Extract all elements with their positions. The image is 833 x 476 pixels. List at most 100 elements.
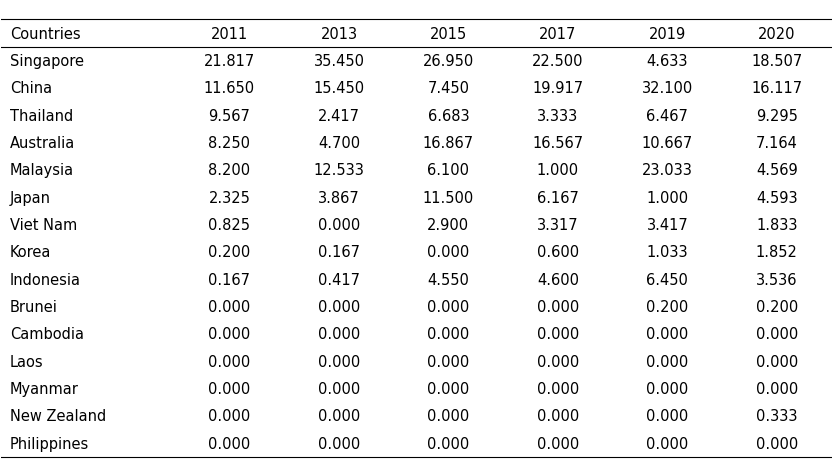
- Text: 0.000: 0.000: [318, 218, 360, 232]
- Text: 0.000: 0.000: [427, 245, 470, 260]
- Text: 0.000: 0.000: [318, 436, 360, 451]
- Text: 3.333: 3.333: [537, 109, 579, 123]
- Text: 22.500: 22.500: [532, 54, 584, 69]
- Text: 0.000: 0.000: [536, 381, 579, 396]
- Text: 6.167: 6.167: [537, 190, 579, 205]
- Text: 0.000: 0.000: [536, 436, 579, 451]
- Text: Countries: Countries: [10, 27, 80, 41]
- Text: 3.317: 3.317: [537, 218, 579, 232]
- Text: Indonesia: Indonesia: [10, 272, 81, 287]
- Text: Laos: Laos: [10, 354, 43, 369]
- Text: 0.200: 0.200: [208, 245, 251, 260]
- Text: 3.536: 3.536: [756, 272, 798, 287]
- Text: 1.000: 1.000: [646, 190, 688, 205]
- Text: 4.633: 4.633: [646, 54, 688, 69]
- Text: 23.033: 23.033: [642, 163, 693, 178]
- Text: Malaysia: Malaysia: [10, 163, 74, 178]
- Text: Singapore: Singapore: [10, 54, 83, 69]
- Text: 0.000: 0.000: [646, 408, 689, 424]
- Text: 0.000: 0.000: [646, 436, 689, 451]
- Text: 0.000: 0.000: [318, 381, 360, 396]
- Text: 18.507: 18.507: [751, 54, 802, 69]
- Text: 0.167: 0.167: [318, 245, 360, 260]
- Text: 0.000: 0.000: [427, 436, 470, 451]
- Text: Viet Nam: Viet Nam: [10, 218, 77, 232]
- Text: 8.250: 8.250: [208, 136, 251, 150]
- Text: 8.200: 8.200: [208, 163, 251, 178]
- Text: 0.000: 0.000: [427, 299, 470, 314]
- Text: 0.000: 0.000: [208, 381, 251, 396]
- Text: 16.867: 16.867: [423, 136, 474, 150]
- Text: 0.200: 0.200: [756, 299, 798, 314]
- Text: 0.000: 0.000: [536, 299, 579, 314]
- Text: 0.000: 0.000: [756, 381, 798, 396]
- Text: 0.000: 0.000: [318, 327, 360, 342]
- Text: 0.000: 0.000: [646, 327, 689, 342]
- Text: 0.000: 0.000: [208, 408, 251, 424]
- Text: New Zealand: New Zealand: [10, 408, 106, 424]
- Text: 3.417: 3.417: [646, 218, 688, 232]
- Text: 32.100: 32.100: [641, 81, 693, 96]
- Text: 0.000: 0.000: [318, 299, 360, 314]
- Text: 6.100: 6.100: [427, 163, 470, 178]
- Text: 0.417: 0.417: [318, 272, 360, 287]
- Text: 2020: 2020: [758, 27, 796, 41]
- Text: Thailand: Thailand: [10, 109, 73, 123]
- Text: 6.467: 6.467: [646, 109, 688, 123]
- Text: 0.000: 0.000: [427, 327, 470, 342]
- Text: 0.000: 0.000: [427, 408, 470, 424]
- Text: 10.667: 10.667: [641, 136, 693, 150]
- Text: 2017: 2017: [539, 27, 576, 41]
- Text: 11.650: 11.650: [204, 81, 255, 96]
- Text: 16.117: 16.117: [751, 81, 802, 96]
- Text: 3.867: 3.867: [318, 190, 360, 205]
- Text: Brunei: Brunei: [10, 299, 57, 314]
- Text: 16.567: 16.567: [532, 136, 583, 150]
- Text: 0.167: 0.167: [208, 272, 251, 287]
- Text: 11.500: 11.500: [423, 190, 474, 205]
- Text: 0.000: 0.000: [208, 327, 251, 342]
- Text: 0.000: 0.000: [646, 354, 689, 369]
- Text: 26.950: 26.950: [423, 54, 474, 69]
- Text: Korea: Korea: [10, 245, 51, 260]
- Text: 0.000: 0.000: [208, 299, 251, 314]
- Text: 1.000: 1.000: [536, 163, 579, 178]
- Text: 0.000: 0.000: [536, 408, 579, 424]
- Text: 1.033: 1.033: [646, 245, 688, 260]
- Text: 1.852: 1.852: [756, 245, 798, 260]
- Text: 0.000: 0.000: [208, 436, 251, 451]
- Text: Cambodia: Cambodia: [10, 327, 83, 342]
- Text: 2015: 2015: [430, 27, 467, 41]
- Text: 0.000: 0.000: [756, 436, 798, 451]
- Text: 0.000: 0.000: [427, 354, 470, 369]
- Text: 0.000: 0.000: [536, 354, 579, 369]
- Text: 7.450: 7.450: [427, 81, 470, 96]
- Text: 21.817: 21.817: [204, 54, 255, 69]
- Text: 0.200: 0.200: [646, 299, 689, 314]
- Text: 0.825: 0.825: [208, 218, 251, 232]
- Text: 35.450: 35.450: [313, 54, 365, 69]
- Text: China: China: [10, 81, 52, 96]
- Text: 0.000: 0.000: [756, 354, 798, 369]
- Text: 4.593: 4.593: [756, 190, 798, 205]
- Text: 0.000: 0.000: [318, 354, 360, 369]
- Text: 2019: 2019: [649, 27, 686, 41]
- Text: 2.900: 2.900: [427, 218, 470, 232]
- Text: 2013: 2013: [321, 27, 357, 41]
- Text: 6.683: 6.683: [427, 109, 469, 123]
- Text: 0.600: 0.600: [536, 245, 579, 260]
- Text: 1.833: 1.833: [756, 218, 798, 232]
- Text: 0.000: 0.000: [318, 408, 360, 424]
- Text: 0.333: 0.333: [756, 408, 798, 424]
- Text: Japan: Japan: [10, 190, 51, 205]
- Text: 12.533: 12.533: [313, 163, 364, 178]
- Text: 2.417: 2.417: [318, 109, 360, 123]
- Text: 9.567: 9.567: [208, 109, 251, 123]
- Text: 2.325: 2.325: [208, 190, 251, 205]
- Text: 7.164: 7.164: [756, 136, 798, 150]
- Text: 4.700: 4.700: [318, 136, 360, 150]
- Text: 6.450: 6.450: [646, 272, 688, 287]
- Text: 4.569: 4.569: [756, 163, 798, 178]
- Text: 0.000: 0.000: [536, 327, 579, 342]
- Text: 4.550: 4.550: [427, 272, 469, 287]
